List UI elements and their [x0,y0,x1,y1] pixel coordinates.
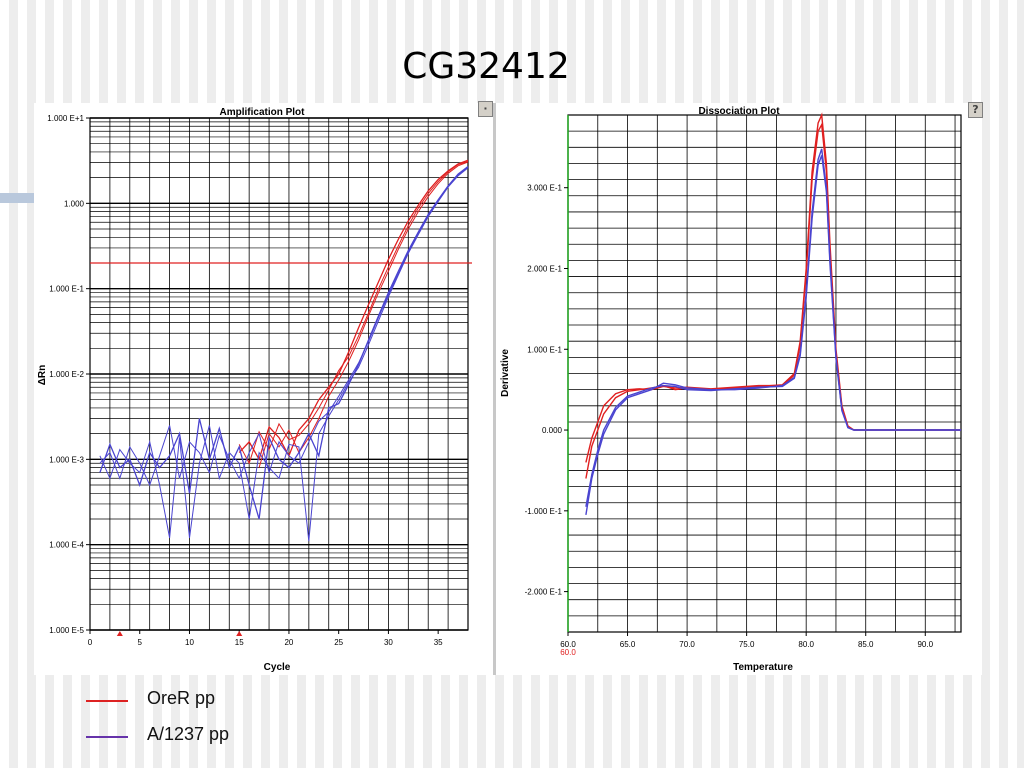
y-tick-label: 1.000 E-1 [49,285,84,294]
y-tick-label: -1.000 E-1 [525,507,563,516]
x-tick-label: 75.0 [739,640,755,649]
legend-swatch [86,736,128,738]
dissociation-title: Dissociation Plot [698,106,780,117]
series-line [585,112,961,479]
x-tick-label: 20 [284,638,293,647]
x-tick-label: 85.0 [858,640,874,649]
amplification-ylabel: ΔRn [37,365,48,386]
amplification-plot: 0 5 10 15 20 25 30 35 1.000 E+1 1.000 1.000 E-1 1.0… [37,107,472,673]
question-mark-icon: ? [972,103,979,116]
legend-label: A/1237 pp [147,724,230,744]
y-tick-label: 1.000 E-2 [49,370,84,379]
dissociation-series [585,112,961,516]
help-button[interactable]: · [478,101,493,117]
x-tick-label: 60.0 [560,640,576,649]
y-tick-label: 0.000 [542,426,563,435]
help-button[interactable]: ? [968,102,983,118]
y-tick-label: 1.000 [64,199,85,208]
x-tick-label: 10 [185,638,194,647]
cycle-marker-icon[interactable] [116,631,123,636]
x-tick-label: 80.0 [798,640,814,649]
y-tick-label: -2.000 E-1 [525,588,563,597]
x-start-label: 60.0 [560,648,576,657]
dissociation-plot-panel: 60.0 65.0 70.0 75.0 80.0 85.0 90.0 60.0 3.000 E-… [496,102,983,675]
cycle-marker-icon[interactable] [236,631,243,636]
dissociation-grid [567,114,962,633]
legend-swatch [86,700,128,702]
series-line [99,165,469,520]
x-tick-label: 90.0 [917,640,933,649]
slide-title: CG32412 [402,46,570,87]
question-mark-icon: · [483,102,488,115]
dissociation-xlabel: Temperature [733,662,793,673]
x-tick-label: 70.0 [679,640,695,649]
series-line [99,166,469,487]
x-tick-label: 5 [138,638,143,647]
y-tick-label: 1.000 E+1 [47,114,84,123]
amplification-grid [89,117,469,631]
accent-bar [0,193,36,203]
x-tick-label: 30 [384,638,393,647]
series-line [238,160,469,465]
series-line [585,122,961,463]
series-line [99,167,469,542]
x-tick-label: 15 [235,638,244,647]
y-tick-label: 1.000 E-5 [49,626,84,635]
legend-label: OreR pp [147,688,216,708]
series-line [585,148,961,516]
series-line [585,155,961,507]
amplification-title: Amplification Plot [220,107,306,118]
x-tick-label: 35 [434,638,443,647]
dissociation-ylabel: Derivative [500,349,511,397]
y-tick-label: 2.000 E-1 [527,264,562,273]
x-tick-label: 65.0 [620,640,636,649]
y-tick-label: 1.000 E-4 [49,541,84,550]
y-tick-label: 3.000 E-1 [527,184,562,193]
series-line [238,159,469,461]
amplification-xlabel: Cycle [264,662,291,673]
x-tick-label: 25 [334,638,343,647]
series-line [258,161,469,468]
amplification-plot-panel: 0 5 10 15 20 25 30 35 1.000 E+1 1.000 1.000 E-1 1.0… [34,101,493,675]
panel-divider [493,103,496,675]
amplification-series [99,159,469,542]
dissociation-plot: 60.0 65.0 70.0 75.0 80.0 85.0 90.0 60.0 3.000 E-… [500,106,962,673]
x-tick-label: 0 [88,638,93,647]
y-tick-label: 1.000 E-3 [49,455,84,464]
y-tick-label: 1.000 E-1 [527,345,562,354]
